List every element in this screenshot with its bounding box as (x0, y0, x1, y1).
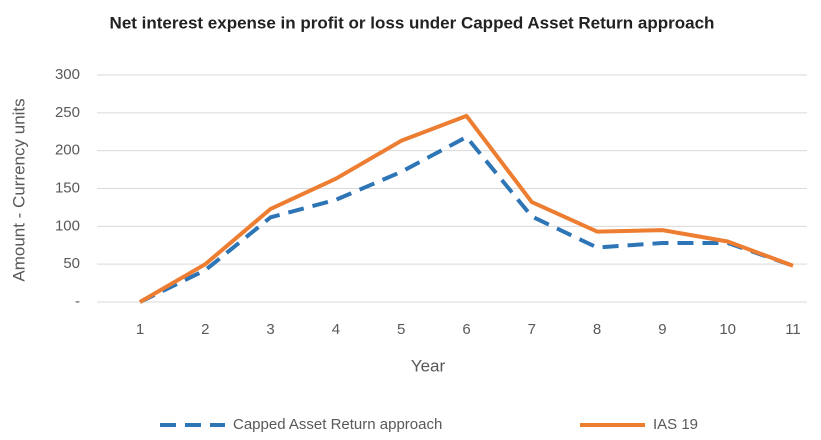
y-tick-label: 250 (55, 104, 80, 121)
x-tick-label: 9 (658, 321, 666, 338)
y-tick-label: 300 (55, 66, 80, 83)
x-tick-label: 10 (719, 321, 736, 338)
x-tick-label: 6 (462, 321, 470, 338)
y-tick-label: 150 (55, 179, 80, 196)
y-tick-label: 200 (55, 142, 80, 159)
x-tick-label: 4 (332, 321, 340, 338)
x-axis-title: Year (411, 356, 446, 375)
x-tick-label: 11 (785, 321, 801, 338)
y-tick-label: 100 (55, 217, 80, 234)
legend-label: IAS 19 (653, 416, 698, 433)
chart-title: Net interest expense in profit or loss u… (110, 13, 715, 32)
y-tick-label: - (75, 293, 80, 310)
legend-label: Capped Asset Return approach (233, 416, 442, 433)
y-tick-label: 50 (63, 255, 80, 272)
y-axis-title: Amount - Currency units (9, 98, 28, 281)
x-tick-label: 2 (201, 321, 209, 338)
x-tick-label: 5 (397, 321, 405, 338)
x-tick-label: 7 (528, 321, 536, 338)
x-tick-label: 3 (266, 321, 274, 338)
series-line (138, 113, 794, 304)
x-tick-label: 8 (593, 321, 601, 338)
series-line (139, 135, 794, 304)
x-tick-label: 1 (136, 321, 144, 338)
